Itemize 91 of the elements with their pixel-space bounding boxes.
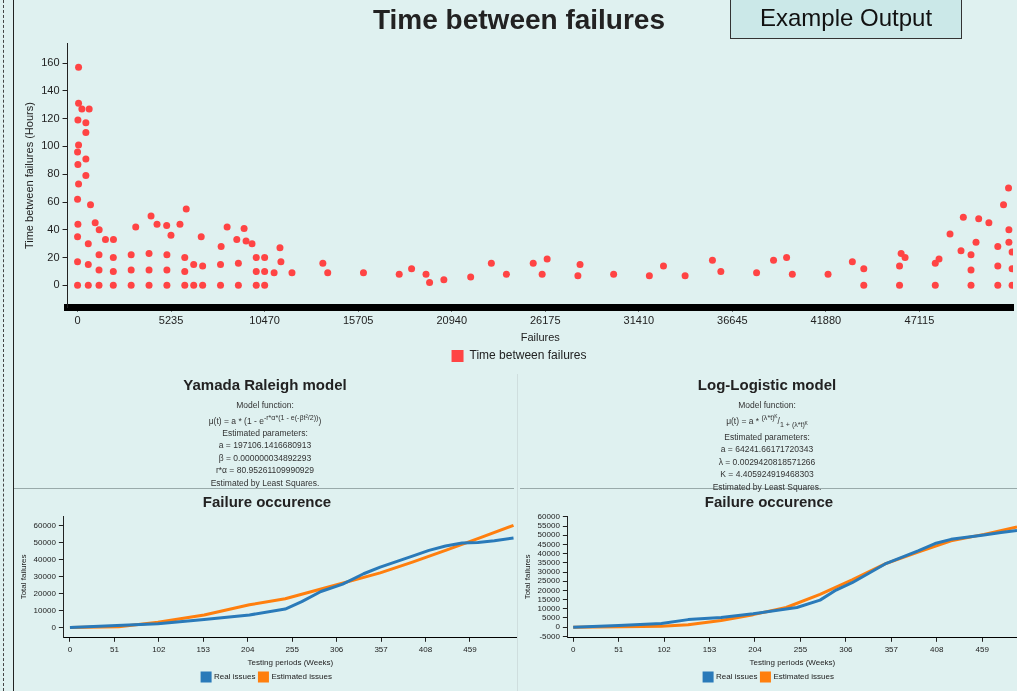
text: Estimated parameters: (723, 430, 811, 444)
y-tick-label: 20 (47, 250, 60, 263)
x-tick-label: 47115 (904, 314, 935, 327)
y-tick-label: 5000 (542, 613, 561, 623)
y-tick-label: 0 (51, 622, 57, 632)
text: Estimated by Least Squares. (209, 476, 321, 490)
x-tick-label: 102 (152, 644, 167, 654)
text: Estimated by Least Squares. (711, 480, 823, 494)
legend-label: Estimated issues (271, 672, 332, 682)
x-tick-label: 153 (702, 644, 717, 654)
x-tick-label: 306 (839, 644, 854, 654)
x-tick-label: 51 (614, 644, 624, 654)
chart-title: Failure occurence (704, 493, 834, 511)
chart-title: Time between failures (372, 3, 666, 35)
y-tick-label: 40000 (33, 554, 57, 564)
y-tick-label: 20000 (537, 585, 561, 595)
x-tick-label: 306 (329, 644, 344, 654)
y-tick-label: 60000 (33, 520, 57, 530)
x-tick-label: 408 (418, 644, 433, 654)
y-tick-label: 100 (41, 139, 60, 152)
y-tick-label: 140 (41, 83, 60, 96)
text: μ(t) = a * $^{(λ*t)ᴷ}$/$_{1 + (λ*t)ᴷ}$ (725, 412, 809, 431)
y-tick-label: 40 (47, 222, 60, 235)
text: Example Output (730, 0, 962, 39)
y-tick-label: 30000 (33, 571, 57, 581)
text: Estimated parameters: (221, 426, 309, 440)
x-tick-label: 459 (975, 644, 990, 654)
x-tick-label: 0 (67, 644, 73, 654)
x-tick-label: 26175 (529, 314, 561, 327)
y-tick-label: 60000 (537, 512, 561, 522)
y-tick-label: 15000 (537, 594, 561, 604)
y-axis-title: Total failures (523, 554, 532, 600)
x-tick-label: 102 (657, 644, 672, 654)
x-tick-label: 36645 (717, 314, 748, 327)
x-tick-label: 0 (570, 644, 576, 654)
y-tick-label: 10000 (33, 605, 57, 615)
text: r*α = 80.95261109990929 (214, 464, 316, 477)
x-tick-label: 10470 (249, 314, 280, 327)
legend-label: Time between failures (469, 348, 587, 363)
text: Log-Logistic model (696, 376, 838, 393)
x-tick-label: 255 (285, 644, 300, 654)
x-tick-label: 15705 (342, 314, 374, 327)
text: β = 0.000000034892293 (217, 451, 313, 465)
y-axis-title: Total failures (19, 554, 28, 600)
y-tick-label: 35000 (537, 558, 561, 568)
x-axis-title: Failures (520, 331, 561, 344)
x-tick-label: 204 (241, 644, 255, 654)
x-tick-label: 357 (884, 644, 899, 654)
x-tick-label: 51 (109, 644, 120, 654)
x-tick-label: 204 (748, 644, 763, 654)
x-tick-label: 153 (196, 644, 211, 654)
x-tick-label: 0 (74, 314, 81, 327)
chart-title: Failure occurence (202, 493, 332, 511)
x-axis-title: Testing periods (Weeks) (247, 658, 334, 668)
x-tick-label: 41880 (810, 314, 842, 327)
x-tick-label: 357 (374, 644, 389, 654)
y-tick-label: 25000 (537, 576, 561, 586)
text: a = 197106.1416680913 (217, 439, 313, 452)
y-axis-title: Time between failures (Hours) (22, 102, 35, 250)
y-tick-label: 20000 (33, 588, 57, 598)
y-tick-label: 30000 (537, 567, 561, 577)
legend-label: Estimated issues (773, 672, 834, 682)
text: μ(t) = a * (1 - e$^{-r*α*(1 - e(-βt²/2))}$) (207, 412, 323, 427)
text: a = 64241.66171720343 (719, 443, 815, 456)
x-tick-label: 31410 (623, 314, 655, 327)
y-tick-label: 120 (41, 111, 60, 124)
y-tick-label: 50000 (537, 530, 561, 540)
y-tick-label: 60 (47, 195, 60, 208)
text: λ = 0.0029420818571266 (717, 455, 817, 469)
y-tick-label: 0 (53, 278, 60, 291)
y-tick-label: 160 (41, 56, 60, 69)
y-tick-label: 40000 (537, 548, 561, 558)
legend-label: Real issues (214, 672, 256, 682)
text: Yamada Raleigh model (182, 376, 348, 393)
x-tick-label: 5235 (158, 314, 184, 327)
text: Model function: (235, 399, 295, 412)
legend-label: Real issues (716, 672, 758, 682)
x-tick-label: 255 (793, 644, 808, 654)
y-tick-label: 55000 (537, 521, 561, 531)
y-tick-label: -5000 (539, 631, 561, 641)
y-tick-label: 0 (555, 622, 561, 632)
y-tick-label: 50000 (33, 537, 57, 547)
text: Model function: (737, 399, 797, 412)
y-tick-label: 10000 (537, 603, 561, 613)
x-tick-label: 408 (930, 644, 945, 654)
text: K = 4.405924919468303 (719, 468, 815, 481)
x-axis-title: Testing periods (Weeks) (749, 658, 836, 668)
x-tick-label: 20940 (436, 314, 468, 327)
y-tick-label: 45000 (537, 539, 561, 549)
y-tick-label: 80 (47, 167, 60, 180)
x-tick-label: 459 (463, 644, 478, 654)
